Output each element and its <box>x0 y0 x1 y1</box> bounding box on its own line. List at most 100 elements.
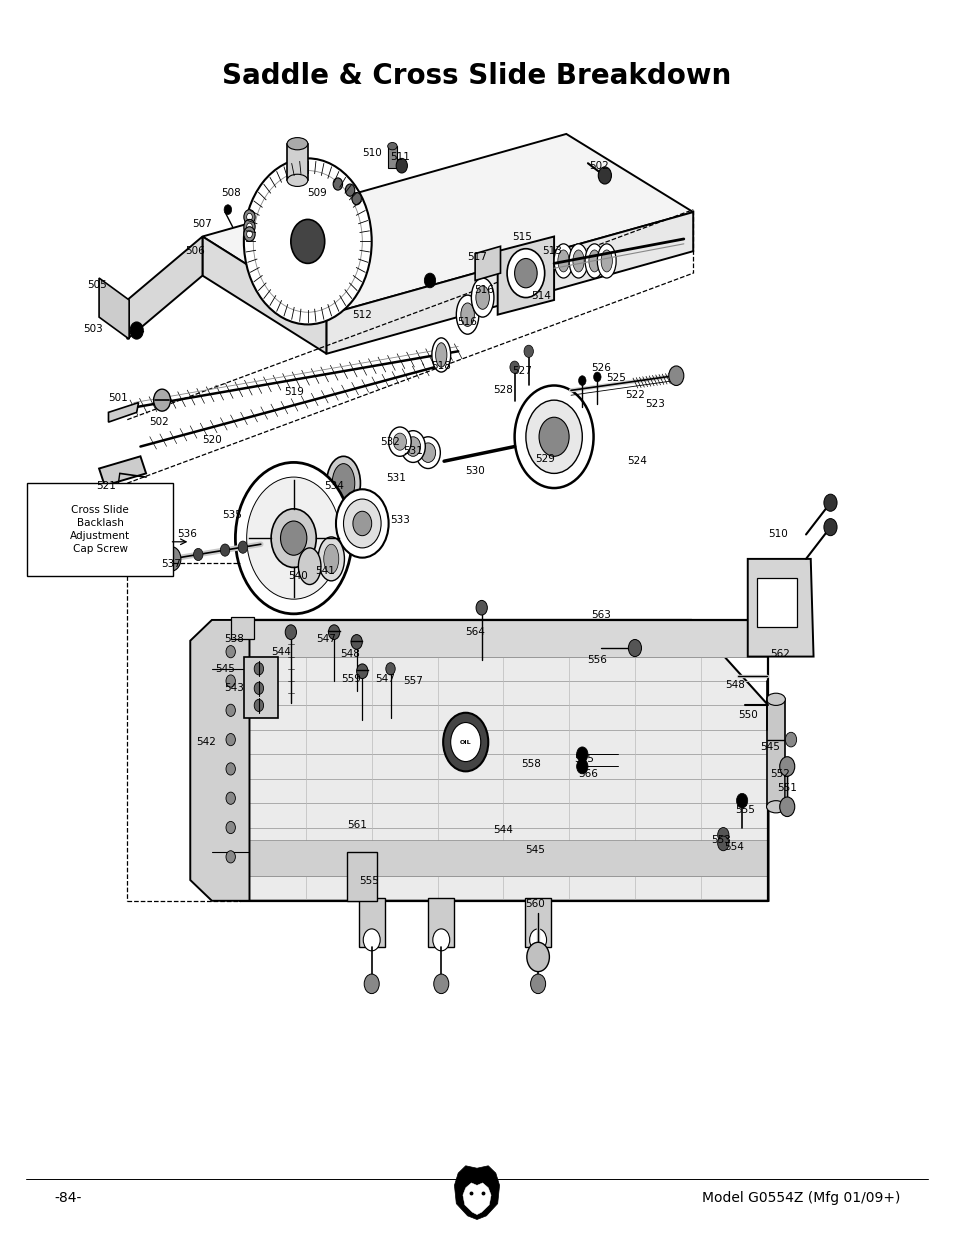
Ellipse shape <box>226 704 235 716</box>
Text: 564: 564 <box>465 627 484 637</box>
Text: 512: 512 <box>352 310 372 320</box>
Text: 562: 562 <box>769 650 789 659</box>
Text: 511: 511 <box>390 152 410 162</box>
Ellipse shape <box>668 366 683 385</box>
FancyBboxPatch shape <box>27 483 173 576</box>
Text: 538: 538 <box>224 635 244 645</box>
Text: 514: 514 <box>531 291 550 301</box>
Text: 545: 545 <box>760 742 780 752</box>
Text: 516: 516 <box>457 317 477 327</box>
Ellipse shape <box>291 220 324 263</box>
Text: 551: 551 <box>777 783 797 793</box>
Ellipse shape <box>507 248 544 298</box>
Text: 536: 536 <box>177 530 197 540</box>
Text: 525: 525 <box>605 373 625 383</box>
Text: 544: 544 <box>493 825 513 835</box>
Ellipse shape <box>717 827 728 842</box>
Text: 506: 506 <box>185 246 205 256</box>
Text: 547: 547 <box>375 673 395 683</box>
Text: 517: 517 <box>467 252 486 262</box>
Ellipse shape <box>247 477 340 599</box>
Ellipse shape <box>247 224 252 231</box>
Ellipse shape <box>226 734 235 746</box>
Ellipse shape <box>766 800 784 813</box>
Ellipse shape <box>280 521 307 556</box>
Ellipse shape <box>766 693 784 705</box>
Bar <box>240 840 767 877</box>
Ellipse shape <box>388 427 411 456</box>
Text: 516: 516 <box>474 285 494 295</box>
Ellipse shape <box>573 249 583 272</box>
Ellipse shape <box>244 227 254 241</box>
Ellipse shape <box>538 417 569 456</box>
Bar <box>347 852 377 900</box>
Text: 502: 502 <box>589 161 608 170</box>
Ellipse shape <box>363 929 379 951</box>
Ellipse shape <box>779 797 794 816</box>
Ellipse shape <box>162 547 181 571</box>
Ellipse shape <box>514 258 537 288</box>
Ellipse shape <box>576 747 587 762</box>
Text: 552: 552 <box>769 769 789 779</box>
Ellipse shape <box>584 243 603 278</box>
Ellipse shape <box>253 699 263 711</box>
Bar <box>757 578 796 627</box>
Text: 509: 509 <box>307 188 327 198</box>
Text: 544: 544 <box>272 647 291 657</box>
Ellipse shape <box>285 625 296 640</box>
Text: 515: 515 <box>512 231 532 242</box>
Text: Cross Slide
Backlash
Adjustment
Cap Screw: Cross Slide Backlash Adjustment Cap Scre… <box>70 505 130 553</box>
Ellipse shape <box>351 635 362 650</box>
Text: 524: 524 <box>626 456 646 466</box>
Polygon shape <box>326 212 693 353</box>
Ellipse shape <box>352 193 361 205</box>
Polygon shape <box>244 657 277 718</box>
Text: 553: 553 <box>711 835 731 845</box>
Text: 510: 510 <box>361 148 381 158</box>
Ellipse shape <box>271 509 315 567</box>
Text: 550: 550 <box>737 710 757 720</box>
Ellipse shape <box>224 205 232 215</box>
Text: 505: 505 <box>88 280 107 290</box>
Text: 513: 513 <box>541 246 561 256</box>
Text: 565: 565 <box>574 755 594 764</box>
Text: 543: 543 <box>224 683 244 693</box>
Ellipse shape <box>717 836 728 851</box>
Polygon shape <box>190 620 250 900</box>
Text: 510: 510 <box>767 530 787 540</box>
Bar <box>240 620 767 657</box>
Ellipse shape <box>385 663 395 674</box>
Text: 537: 537 <box>161 558 181 569</box>
Ellipse shape <box>476 285 489 309</box>
Polygon shape <box>240 620 767 900</box>
Ellipse shape <box>471 278 494 317</box>
Text: Saddle & Cross Slide Breakdown: Saddle & Cross Slide Breakdown <box>222 62 731 90</box>
Ellipse shape <box>328 625 339 640</box>
Polygon shape <box>202 237 326 353</box>
Text: 556: 556 <box>587 656 607 666</box>
Ellipse shape <box>244 220 254 235</box>
Text: 532: 532 <box>380 437 400 447</box>
Ellipse shape <box>153 389 171 411</box>
Text: 519: 519 <box>283 387 303 396</box>
Ellipse shape <box>779 757 794 777</box>
Ellipse shape <box>244 158 372 325</box>
Ellipse shape <box>220 543 230 556</box>
Ellipse shape <box>395 158 407 173</box>
Ellipse shape <box>525 400 581 473</box>
Ellipse shape <box>226 851 235 863</box>
Polygon shape <box>99 456 146 485</box>
Ellipse shape <box>253 170 362 312</box>
Ellipse shape <box>238 541 248 553</box>
Ellipse shape <box>287 137 308 149</box>
Ellipse shape <box>443 713 488 772</box>
Polygon shape <box>127 237 202 340</box>
Ellipse shape <box>298 548 320 584</box>
Polygon shape <box>109 403 138 422</box>
Ellipse shape <box>405 437 420 456</box>
Text: 540: 540 <box>288 571 308 580</box>
Text: 508: 508 <box>220 188 240 198</box>
Ellipse shape <box>226 792 235 804</box>
Ellipse shape <box>420 443 436 462</box>
Text: 502: 502 <box>150 417 169 427</box>
